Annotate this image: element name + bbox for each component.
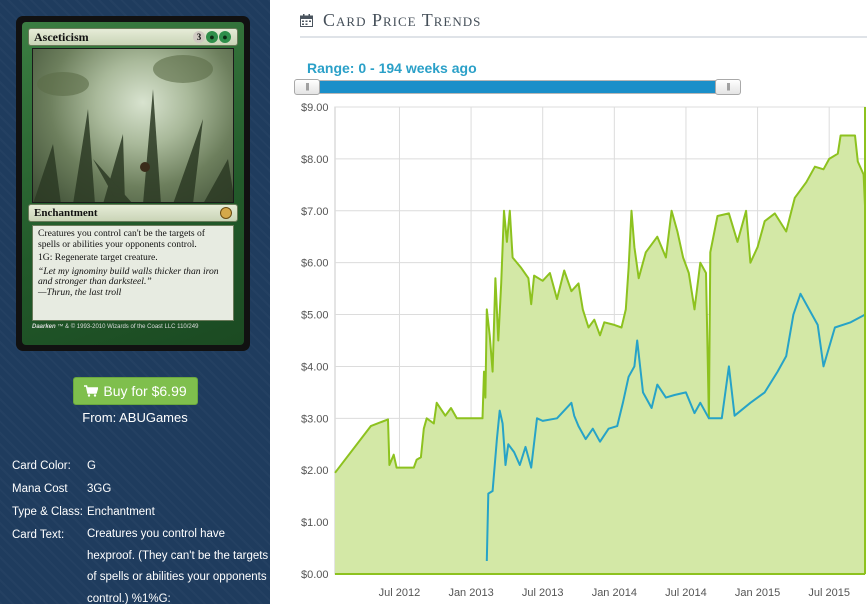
y-tick-label: $3.00	[301, 413, 329, 425]
x-tick-label: Jan 2014	[592, 587, 637, 599]
buy-button[interactable]: Buy for $6.99	[73, 377, 198, 405]
detail-label: Type & Class:	[12, 506, 83, 518]
card-flavor-text: “Let my ignominy build walls thicker tha…	[38, 265, 228, 299]
x-tick-label: Jul 2013	[522, 587, 564, 599]
y-tick-label: $0.00	[301, 569, 329, 581]
flavor-attribution: —Thrun, the last troll	[38, 286, 122, 298]
detail-row-type: Type & Class: Enchantment	[12, 501, 270, 524]
calendar-icon	[300, 13, 313, 27]
page-title: Card Price Trends	[323, 9, 482, 30]
x-tick-label: Jul 2015	[808, 587, 850, 599]
card-sidebar: Asceticism 3 ● ●	[0, 0, 270, 604]
y-tick-label: $6.00	[301, 258, 329, 270]
artist-name: Daarken	[32, 324, 56, 330]
card-rules-text: 1G: Regenerate target creature.	[38, 252, 158, 263]
x-tick-label: Jul 2014	[665, 587, 707, 599]
series-area-fill	[335, 135, 865, 574]
detail-label: Card Text:	[12, 529, 65, 541]
y-tick-label: $9.00	[301, 102, 329, 114]
seller-source: From: ABUGames	[82, 410, 188, 425]
card-type-bar: Enchantment	[28, 204, 238, 222]
price-chart-svg: $0.00 $1.00 $2.00 $3.00 $4.00 $5.00 $6.00 $7.00…	[301, 102, 866, 599]
price-trends-header: Card Price Trends	[300, 4, 867, 38]
detail-label: Mana Cost	[12, 483, 68, 495]
card-frame: Asceticism 3 ● ●	[22, 22, 244, 345]
card-title-bar: Asceticism 3 ● ●	[28, 28, 238, 46]
detail-value: 3GG	[87, 483, 112, 495]
series-line-high-price	[334, 134, 866, 474]
y-tick-label: $7.00	[301, 206, 329, 218]
mana-symbol-green: ●	[206, 31, 218, 43]
x-tick-label: Jan 2015	[735, 587, 780, 599]
x-tick-label: Jul 2012	[379, 587, 421, 599]
detail-value: G	[87, 460, 96, 472]
price-chart: $0.00 $1.00 $2.00 $3.00 $4.00 $5.00 $6.00 $7.00…	[299, 100, 867, 604]
slider-handle-start[interactable]: |||	[294, 79, 320, 95]
y-tick-label: $2.00	[301, 465, 329, 477]
slider-selected-range	[308, 81, 728, 93]
detail-row-color: Card Color: G	[12, 455, 270, 478]
y-tick-label: $8.00	[301, 154, 329, 166]
detail-label: Card Color:	[12, 460, 71, 472]
detail-row-mana-cost: Mana Cost 3GG	[12, 478, 270, 501]
buy-button-label: Buy for $6.99	[103, 383, 187, 399]
card-name: Asceticism	[34, 30, 89, 44]
detail-value: Enchantment	[87, 506, 155, 518]
card-artwork	[32, 48, 234, 203]
y-tick-label: $4.00	[301, 361, 329, 373]
set-symbol-icon	[220, 207, 232, 219]
card-rules-text: Creatures you control can't be the targe…	[38, 228, 205, 250]
detail-row-card-text: Card Text: Creatures you control have he…	[12, 524, 270, 604]
card-artist-credit: Daarken ™ & © 1993-2010 Wizards of the C…	[32, 324, 198, 330]
x-tick-label: Jan 2013	[448, 587, 493, 599]
card-image: Asceticism 3 ● ●	[16, 16, 250, 351]
card-type-line: Enchantment	[34, 207, 98, 219]
detail-value: Creatures you control have hexproof. (Th…	[87, 528, 269, 604]
y-tick-label: $1.00	[301, 517, 329, 529]
slider-handle-end[interactable]: |||	[715, 79, 741, 95]
y-tick-label: $5.00	[301, 310, 329, 322]
flavor-quote: “Let my ignominy build walls thicker tha…	[38, 265, 219, 287]
shopping-cart-icon	[84, 385, 99, 397]
date-range-slider[interactable]: ||| |||	[294, 79, 741, 95]
card-details: Card Color: G Mana Cost 3GG Type & Class…	[12, 455, 270, 604]
card-text-box: Creatures you control can't be the targe…	[32, 225, 234, 321]
mana-cost-symbols: 3 ● ●	[193, 31, 231, 43]
series-line-low-price	[485, 292, 866, 562]
mana-symbol-generic: 3	[193, 31, 205, 43]
range-label: Range: 0 - 194 weeks ago	[307, 60, 477, 76]
mana-symbol-green: ●	[219, 31, 231, 43]
card-copyright: ™ & © 1993-2010 Wizards of the Coast LLC…	[57, 324, 199, 330]
